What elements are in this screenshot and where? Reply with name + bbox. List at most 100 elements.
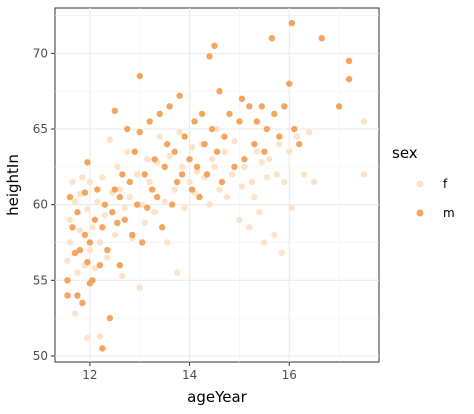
- data-point-m: [146, 118, 153, 125]
- data-point-m: [203, 171, 211, 178]
- data-point-m: [236, 118, 243, 125]
- data-point-m: [106, 314, 114, 322]
- data-point-m: [251, 140, 258, 148]
- data-point-f: [206, 201, 213, 208]
- data-point-f: [221, 148, 228, 155]
- data-point-m: [268, 35, 276, 42]
- data-point-f: [256, 209, 263, 216]
- data-point-f: [141, 219, 148, 227]
- data-point-m: [286, 80, 293, 87]
- data-point-f: [211, 163, 218, 171]
- data-point-m: [84, 159, 91, 166]
- data-point-f: [258, 159, 266, 166]
- data-point-f: [223, 193, 231, 201]
- data-point-m: [86, 239, 94, 246]
- data-points: [64, 19, 368, 352]
- data-point-m: [81, 189, 89, 196]
- data-point-f: [263, 174, 271, 181]
- data-point-m: [318, 35, 325, 42]
- data-point-m: [261, 148, 268, 155]
- data-point-f: [161, 198, 168, 205]
- data-point-m: [193, 163, 201, 171]
- data-point-f: [301, 171, 308, 178]
- data-point-m: [101, 201, 109, 208]
- data-point-f: [151, 209, 158, 216]
- data-point-f: [86, 178, 94, 186]
- data-point-m: [253, 118, 261, 125]
- data-point-m: [161, 163, 168, 171]
- data-point-m: [71, 249, 79, 257]
- data-point-f: [136, 284, 143, 292]
- data-point-m: [116, 193, 124, 201]
- data-point-m: [91, 216, 99, 223]
- data-point-f: [360, 171, 368, 178]
- data-point-f: [74, 269, 81, 276]
- data-point-m: [129, 231, 136, 239]
- data-point-f: [251, 193, 258, 201]
- data-point-m: [96, 261, 104, 269]
- data-point-m: [99, 345, 106, 352]
- data-point-m: [186, 156, 193, 163]
- data-point-m: [271, 110, 278, 118]
- data-point-f: [178, 163, 186, 171]
- data-point-f: [276, 140, 283, 148]
- x-tick-label: 12: [82, 368, 97, 382]
- data-point-f: [311, 178, 318, 186]
- data-point-m: [131, 148, 138, 155]
- legend-label-f: f: [443, 177, 448, 191]
- data-point-f: [216, 186, 223, 193]
- data-point-m: [136, 128, 143, 136]
- data-point-f: [213, 125, 221, 133]
- data-point-m: [136, 72, 143, 80]
- data-point-m: [158, 224, 166, 231]
- data-point-m: [241, 156, 248, 163]
- data-point-f: [96, 239, 104, 246]
- data-point-m: [238, 95, 246, 102]
- x-tick-label: 16: [282, 368, 297, 382]
- data-point-f: [126, 193, 133, 201]
- data-point-f: [76, 227, 84, 234]
- data-point-m: [111, 107, 119, 115]
- data-point-f: [271, 231, 278, 239]
- legend: sex f m: [392, 144, 455, 220]
- data-point-f: [69, 178, 76, 186]
- data-point-f: [99, 174, 106, 181]
- data-point-f: [86, 246, 94, 254]
- data-point-f: [248, 178, 256, 186]
- legend-key-m: [416, 209, 424, 217]
- data-point-f: [84, 334, 91, 341]
- data-point-m: [124, 125, 131, 133]
- y-tick-label: 55: [33, 273, 48, 287]
- data-point-m: [296, 140, 303, 148]
- data-point-f: [186, 178, 193, 186]
- data-point-f: [208, 156, 216, 163]
- data-point-f: [111, 231, 119, 239]
- data-point-m: [218, 178, 226, 186]
- x-axis-ticks: 12 14 16: [82, 362, 297, 382]
- data-point-f: [106, 136, 114, 143]
- data-point-f: [144, 156, 151, 163]
- data-point-m: [166, 103, 173, 110]
- y-tick-label: 65: [33, 122, 48, 136]
- data-point-f: [71, 310, 79, 317]
- data-point-m: [163, 140, 171, 148]
- data-point-m: [109, 209, 116, 216]
- data-point-f: [64, 257, 71, 264]
- data-point-f: [134, 171, 141, 178]
- data-point-f: [241, 163, 248, 171]
- data-point-m: [196, 193, 203, 201]
- data-point-f: [71, 198, 79, 205]
- data-point-f: [96, 333, 104, 340]
- data-point-f: [231, 137, 238, 145]
- data-point-m: [176, 92, 183, 99]
- data-point-f: [360, 118, 368, 125]
- data-point-m: [216, 88, 223, 95]
- data-point-m: [144, 204, 151, 211]
- data-point-f: [146, 178, 153, 186]
- data-point-f: [228, 171, 236, 178]
- data-point-m: [211, 42, 218, 50]
- data-point-m: [104, 246, 111, 254]
- data-point-m: [198, 110, 206, 118]
- data-point-m: [84, 258, 91, 266]
- data-point-m: [188, 186, 196, 193]
